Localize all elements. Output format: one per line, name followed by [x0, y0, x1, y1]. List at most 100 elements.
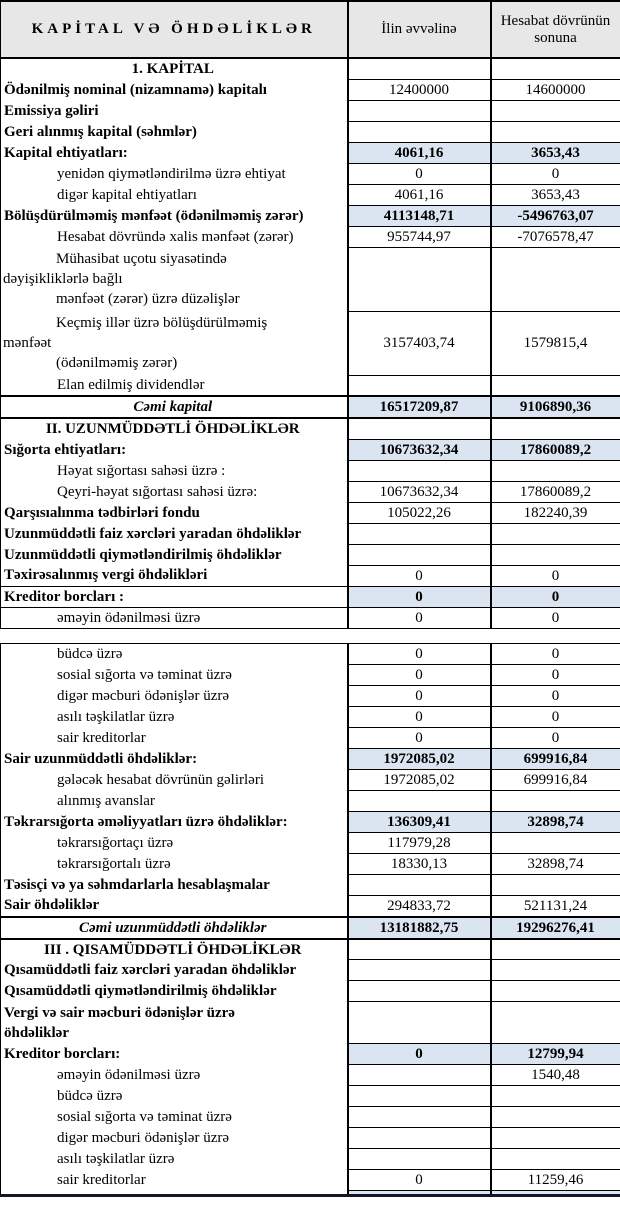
value-beginning-of-year: 4061,16 [346, 183, 491, 206]
table-row: əməyin ödənilməsi üzrə 0 0 [0, 606, 620, 629]
value-beginning-of-year: 0 [346, 705, 491, 728]
table-row: digər məcburi ödənişlər üzrə 0 0 [1, 684, 620, 707]
value-end-of-period [489, 1190, 620, 1196]
value-end-of-period: 19296276,41 [489, 915, 620, 940]
row-label: Elan edilmiş dividendlər [57, 377, 205, 393]
table-row: asılı təşkilatlar üzrə [1, 1148, 620, 1170]
table-row: Cəmi uzunmüddətli öhdəliklər 13181882,75 1… [0, 915, 620, 940]
row-label: Uzunmüddətli qiymətləndirilmiş öhdəliklə… [4, 546, 282, 563]
value-end-of-period: 17860089,2 [489, 438, 620, 461]
table-row: Elan edilmiş dividendlər [1, 374, 620, 397]
value-end-of-period [489, 99, 620, 122]
value-end-of-period: 17860089,2 [489, 480, 620, 503]
value-end-of-period [489, 1085, 620, 1107]
value-end-of-period: 0 [489, 585, 620, 608]
value-beginning-of-year: 105022,26 [346, 501, 491, 524]
table-row: Təsisçi və ya səhmdarlarla hesablaşmalar [1, 873, 620, 896]
row-label-line: öhdəliklər [4, 1024, 70, 1041]
value-beginning-of-year: 0 [346, 585, 491, 608]
value-end-of-period: 0 [489, 726, 620, 749]
table-row: Hesabat dövründə xalis mənfəət (zərər) 95… [1, 225, 620, 248]
table-row: digər kapital ehtiyatları 4061,16 3653,43 [1, 183, 620, 206]
value-end-of-period: -5496763,07 [489, 204, 620, 227]
value-beginning-of-year: 0 [346, 642, 491, 665]
value-end-of-period: 1579815,4 [489, 310, 620, 376]
table-row: Uzunmüddətli faiz xərcləri yaradan öhdəl… [1, 522, 620, 545]
value-beginning-of-year [346, 459, 491, 482]
value-beginning-of-year: 4061,16 [346, 141, 491, 164]
row-label: II. UZUNMÜDDƏTLİ ÖHDƏLİKLƏR [0, 417, 348, 439]
table-row: Təkrarsığorta əməliyyatları üzrə öhdəlik… [1, 810, 620, 833]
value-end-of-period: 14600000 [489, 78, 620, 101]
table-row: əməyin ödənilməsi üzrə 1540,48 [1, 1064, 620, 1086]
value-end-of-period: 32898,74 [489, 852, 620, 875]
table-row: Bölüşdürülməmiş mənfəət (ödənilməmiş zər… [1, 204, 620, 227]
value-beginning-of-year [346, 1064, 491, 1086]
table-row: sair kreditorlar 0 11259,46 [1, 1169, 620, 1191]
row-label: sair kreditorlar [57, 729, 146, 746]
value-beginning-of-year [346, 99, 491, 122]
value-beginning-of-year: 4113148,71 [346, 204, 491, 227]
row-label-line: mənfəət (zərər) üzrə düzəlişlər [56, 291, 240, 307]
table-row: Təxirəsalınmış vergi öhdəlikləri 0 0 [1, 564, 620, 587]
row-label: digər kapital ehtiyatları [57, 186, 197, 203]
table-row: Kreditor borcları: 0 12799,94 [1, 1043, 620, 1065]
value-beginning-of-year: 955744,97 [346, 225, 491, 248]
row-label: əməyin ödənilməsi üzrə [0, 606, 348, 629]
value-beginning-of-year: 294833,72 [346, 894, 491, 917]
value-beginning-of-year: 13181882,75 [346, 915, 491, 940]
table-row: büdcə üzrə [1, 1085, 620, 1107]
table-row: sosial sığorta və təminat üzrə [1, 1106, 620, 1128]
table-row: yenidən qiymətləndirilmə üzrə ehtiyat 0 0 [1, 162, 620, 185]
value-end-of-period [489, 831, 620, 854]
row-label: alınmış avanslar [57, 792, 155, 809]
row-label: Qeyri-həyat sığortası sahəsi üzrə: [57, 483, 258, 500]
row-label: Qısamüddətli qiymətləndirilmiş öhdəliklə… [4, 983, 277, 999]
value-beginning-of-year: 0 [346, 564, 491, 587]
row-label: III . QISAMÜDDƏTLİ ÖHDƏLİKLƏR [0, 937, 348, 960]
value-beginning-of-year [346, 417, 491, 440]
value-end-of-period [489, 374, 620, 397]
value-end-of-period: 32898,74 [489, 810, 620, 833]
row-label: Qısamüddətli faiz xərcləri yaradan öhdəl… [4, 962, 297, 978]
value-beginning-of-year: 1972085,02 [346, 768, 491, 791]
table-row: Qeyri-həyat sığortası sahəsi üzrə: 106736… [1, 480, 620, 503]
value-beginning-of-year: 12400000 [346, 78, 491, 101]
table-row: gələcək hesabat dövrünün gəlirləri 197208… [1, 768, 620, 791]
value-end-of-period [489, 1148, 620, 1170]
row-label: Cəmi uzunmüddətli öhdəliklər [0, 915, 348, 940]
value-end-of-period [489, 417, 620, 440]
value-beginning-of-year: 0 [346, 663, 491, 686]
row-label: sair kreditorlar [57, 1172, 146, 1188]
value-end-of-period [489, 246, 620, 312]
value-beginning-of-year: 0 [346, 162, 491, 185]
table-row: Ödənilmiş nominal (nizamnamə) kapitalı 12… [1, 78, 620, 101]
value-beginning-of-year: 0 [346, 1169, 491, 1191]
table-row: sosial sığorta və təminat üzrə 0 0 [1, 663, 620, 686]
value-end-of-period [489, 543, 620, 566]
row-label: Ödənilmiş nominal (nizamnamə) kapitalı [4, 81, 267, 98]
row-label: Emissiya gəliri [4, 102, 99, 119]
row-label: Keçmiş illər üzrə bölüşdürülməmiş mənfəət… [1, 311, 348, 375]
value-end-of-period: 699916,84 [489, 768, 620, 791]
value-end-of-period [489, 459, 620, 482]
value-beginning-of-year [346, 57, 491, 80]
row-label-line: Mühasibat uçotu siyasətində [56, 251, 227, 267]
row-label: digər məcburi ödənişlər üzrə [57, 1130, 230, 1146]
row-label: yenidən qiymətləndirilmə üzrə ehtiyat [57, 165, 286, 182]
row-label: Sair öhdəliklər [4, 897, 100, 914]
row-label: asılı təşkilatlar üzrə [57, 1151, 175, 1167]
value-end-of-period: 0 [489, 663, 620, 686]
capital-liabilities-table-lower: büdcə üzrə 0 0 sosial sığorta və təminat üz… [0, 642, 620, 1197]
table-row: büdcə üzrə 0 0 [1, 642, 620, 665]
row-label: təkrarsığortalı üzrə [57, 855, 171, 872]
row-label: sosial sığorta və təminat üzrə [57, 1109, 232, 1125]
value-end-of-period: 182240,39 [489, 501, 620, 524]
value-end-of-period: 0 [489, 162, 620, 185]
row-label: Kapital ehtiyatları: [4, 144, 128, 161]
value-beginning-of-year: 18330,13 [346, 852, 491, 875]
row-label: Sığorta ehtiyatları: [4, 441, 127, 458]
value-beginning-of-year [346, 873, 491, 896]
value-beginning-of-year [346, 1001, 491, 1044]
table-row: Emissiya gəliri [1, 99, 620, 122]
